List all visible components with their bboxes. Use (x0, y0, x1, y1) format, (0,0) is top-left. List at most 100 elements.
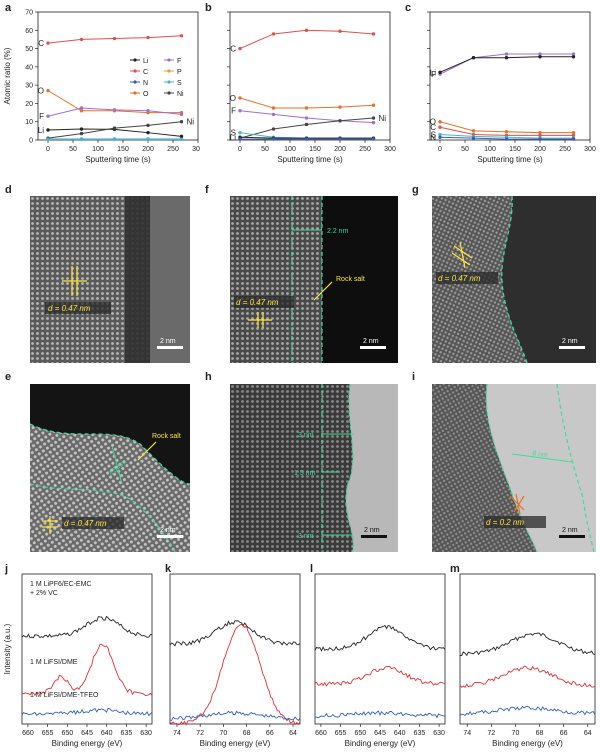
layer-width-h-1: 3 nm (298, 432, 314, 439)
d-spacing-label: d = 0.47 nm (48, 304, 91, 313)
legend-label-F: F (177, 58, 181, 65)
d-spacing-label-i: d = 0.2 nm (486, 518, 524, 527)
data-point-S (79, 137, 84, 142)
x-tick-label: 150 (509, 146, 521, 153)
data-point-F (504, 52, 509, 56)
x-tick-label: 50 (261, 146, 269, 153)
x-tick-label: 200 (142, 146, 154, 153)
y-tick-label: 50 (25, 46, 33, 53)
scale-bar-label: 2 nm (160, 338, 176, 345)
spectrum-line (459, 632, 596, 657)
x-tick-label: 74 (173, 730, 181, 737)
spectrum-line (314, 665, 446, 687)
data-point-Li (179, 134, 184, 139)
tem-image-i: 8 nm d = 0.2 nm 2 nm (432, 384, 596, 552)
data-point-C (304, 28, 309, 32)
data-point-O (538, 130, 542, 135)
x-tick-label: 250 (559, 146, 571, 153)
x-tick-label: 0 (438, 146, 442, 153)
chart-panel-c: 0 50 100 150 200 250 300 Sputtering time (s) LiF… (427, 11, 596, 164)
element-label-Ni: Ni (187, 118, 195, 127)
data-point-O (571, 130, 576, 135)
panel-letter-k: k (165, 563, 172, 575)
element-label-S: S (431, 131, 436, 140)
panel-letter-b: b (205, 2, 212, 14)
data-point-Ni (371, 116, 376, 120)
panel-letter-c: c (405, 2, 412, 14)
data-point-O (304, 106, 309, 110)
scale-bar-label: 2 nm (562, 338, 578, 345)
x-tick-label: 200 (334, 146, 346, 153)
data-point-F (79, 106, 84, 110)
y-tick-label: 40 (25, 64, 33, 71)
spectrum-line (169, 620, 301, 647)
data-point-S (46, 137, 50, 142)
data-point-Ni (338, 119, 342, 123)
tem-image-f: 2.2 nm Rock salt d = 0.47 nm 2 nm (230, 196, 398, 363)
data-point-Ni (271, 127, 276, 131)
element-label-Li: Li (230, 133, 236, 142)
data-point-N (471, 136, 476, 140)
data-point-F (112, 108, 117, 112)
data-point-C (571, 133, 576, 138)
data-point-F (46, 114, 50, 118)
chart-panel-k: 74 72 70 68 66 64 Binding energy (eV) (169, 573, 301, 748)
x-tick-label: 50 (461, 146, 469, 153)
spectrum-line (459, 705, 596, 716)
data-point-Ni (112, 126, 117, 130)
data-point-O (46, 88, 50, 93)
spectrum-line (21, 707, 153, 717)
y-tick-label: 30 (25, 83, 33, 90)
x-tick-label: 655 (42, 730, 54, 737)
panel-letter-i: i (412, 371, 416, 383)
x-tick-label: 72 (487, 730, 495, 737)
data-point-Ni (79, 131, 84, 136)
x-tick-label: 645 (374, 730, 386, 737)
data-point-C (146, 35, 150, 40)
tem-image-h: 3 nm 1.5 nm 3 nm 2 nm (230, 384, 398, 552)
data-point-N (504, 137, 509, 141)
panel-letter-a: a (5, 2, 12, 14)
element-label-O: O (430, 118, 436, 127)
plot-frame (169, 573, 301, 725)
scale-bar-label: 2 nm (364, 527, 380, 534)
y-axis-label: Intensity (a.u.) (3, 623, 12, 674)
data-point-N (271, 137, 276, 141)
data-point-Ni (146, 123, 150, 128)
y-tick-label: 70 (25, 10, 33, 17)
x-tick-label: 300 (192, 146, 200, 153)
element-label-F: F (231, 107, 236, 116)
data-point-N (304, 137, 309, 141)
x-tick-label: 70 (512, 730, 520, 737)
x-tick-label: 64 (289, 730, 297, 737)
x-tick-label: 645 (81, 730, 93, 737)
rock-salt-label-e: Rock salt (152, 433, 181, 440)
x-tick-label: 72 (196, 730, 204, 737)
spectrum-line (21, 615, 153, 639)
data-point-O (238, 96, 242, 100)
x-tick-label: 630 (140, 730, 152, 737)
tem-image-d: d = 0.47 nm 2 nm (30, 196, 190, 363)
d-spacing-label-g: d = 0.47 nm (438, 274, 481, 283)
data-point-N (438, 135, 442, 139)
legend-electrolyte-3: 1 M LiFSI/DME-TFEO (30, 692, 99, 699)
data-point-C (338, 29, 342, 33)
x-tick-label: 660 (315, 730, 327, 737)
data-point-S (179, 137, 184, 142)
spectrum-line (21, 643, 153, 697)
x-axis-label: Binding energy (eV) (200, 739, 271, 748)
panel-letter-g: g (412, 184, 419, 196)
data-point-C (438, 125, 442, 129)
chart-panel-m: 74 72 70 68 66 64 Binding energy (eV) (459, 573, 596, 748)
x-tick-label: 68 (536, 730, 544, 737)
data-point-O (371, 103, 376, 107)
x-tick-label: 64 (584, 730, 592, 737)
d-spacing-label-f: d = 0.47 nm (236, 298, 279, 307)
data-point-O (271, 106, 276, 110)
data-point-C (112, 36, 117, 41)
layer-width-h-3: 3 nm (298, 533, 314, 540)
x-tick-label: 200 (534, 146, 546, 153)
y-tick-label: 20 (25, 101, 33, 108)
layer-width-i: 8 nm (532, 450, 549, 459)
legend-electrolyte-2: 1 M LiFSI/DME (30, 659, 78, 666)
